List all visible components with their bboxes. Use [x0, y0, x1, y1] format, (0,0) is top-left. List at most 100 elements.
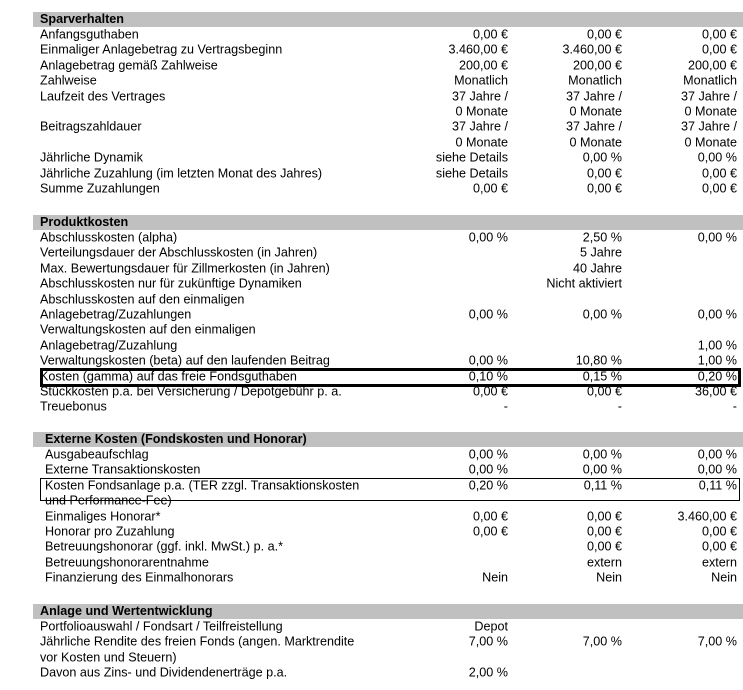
row-value: 37 Jahre /: [565, 119, 622, 134]
section-title: Produktkosten: [40, 215, 129, 229]
row-value: extern: [701, 555, 737, 570]
row-value: extern: [586, 555, 622, 570]
row-value: 37 Jahre /: [451, 89, 508, 104]
row-label: Honorar pro Zuzahlung: [45, 524, 175, 539]
row-label: Summe Zuzahlungen: [40, 181, 160, 196]
section-title: Externe Kosten (Fondskosten und Honorar): [45, 432, 307, 446]
row-label: Treuebonus: [40, 399, 107, 414]
row-label: Max. Bewertungsdauer für Zillmerkosten (…: [40, 261, 330, 276]
row-value: 0,20 %: [468, 478, 508, 493]
row-value: 37 Jahre /: [451, 119, 508, 134]
row-value: Nein: [482, 570, 508, 585]
row-label: Jährliche Dynamik: [40, 150, 143, 165]
row-value: 0,00 €: [472, 27, 508, 42]
row-value: Nein: [596, 570, 622, 585]
row-value: 0,00 %: [582, 462, 622, 477]
section-title: Anlage und Wertentwicklung: [40, 604, 213, 618]
row-label: Portfolioauswahl / Fondsart / Teilfreist…: [40, 619, 283, 634]
row-value: 0,00 €: [472, 181, 508, 196]
row-label: Stückkosten p.a. bei Versicherung / Depo…: [40, 384, 342, 399]
row-value: 0,00 €: [586, 384, 622, 399]
row-value: 0 Monate: [569, 135, 622, 150]
row-label: Verwaltungskosten (beta) auf den laufend…: [40, 353, 330, 368]
row-label: Verwaltungskosten auf den einmaligen: [40, 322, 256, 337]
row-value: 0 Monate: [455, 104, 508, 119]
row-value: 0,00 %: [468, 353, 508, 368]
row-value: 0,00 %: [582, 447, 622, 462]
row-value: 10,80 %: [575, 353, 622, 368]
row-label: Einmaliges Honorar*: [45, 509, 161, 524]
row-value: 0,11 %: [698, 478, 737, 493]
section-bar: [33, 12, 743, 27]
row-value: 0,10 %: [468, 369, 508, 384]
row-label: Finanzierung des Einmalhonorars: [45, 570, 234, 585]
row-value: 0,00 €: [472, 509, 508, 524]
row-value: 7,00 %: [697, 634, 737, 649]
section-bar: [33, 432, 743, 447]
row-value: 0,00 %: [697, 230, 737, 245]
row-value: 0,00 €: [701, 166, 737, 181]
row-value: -: [617, 399, 622, 414]
row-value: 0,20 %: [697, 369, 737, 384]
row-value: 0,00 €: [472, 524, 508, 539]
row-value: 3.460,00 €: [677, 509, 737, 524]
row-value: 0,00 €: [701, 42, 737, 57]
row-value: siehe Details: [435, 150, 508, 165]
row-value: 0,00 %: [582, 307, 622, 322]
row-value: 40 Jahre: [572, 261, 622, 276]
row-label: Kosten (gamma) auf das freie Fondsguthab…: [40, 369, 297, 384]
row-value: 200,00 €: [458, 58, 508, 73]
row-value: 0,00 %: [697, 307, 737, 322]
row-value: 0,00 €: [701, 524, 737, 539]
row-value: 0,00 €: [472, 384, 508, 399]
row-value: 0,00 €: [701, 181, 737, 196]
row-label: Anlagebetrag/Zuzahlungen: [40, 307, 192, 322]
row-label: Abschlusskosten (alpha): [40, 230, 178, 245]
highlight-box: [40, 477, 740, 501]
row-value: 37 Jahre /: [680, 89, 737, 104]
row-value: 0 Monate: [455, 135, 508, 150]
row-value: 0 Monate: [569, 104, 622, 119]
row-label: Betreuungshonorarentnahme: [45, 555, 209, 570]
row-value: -: [732, 399, 737, 414]
row-value: 37 Jahre /: [565, 89, 622, 104]
row-label: Abschlusskosten nur für zukünftige Dynam…: [40, 276, 302, 291]
row-value: Depot: [474, 619, 508, 634]
row-value: 1,00 %: [697, 338, 737, 353]
row-value: 0,00 %: [468, 447, 508, 462]
row-label: Davon aus Zins- und Dividendenerträge p.…: [40, 665, 288, 680]
row-value: Nicht aktiviert: [546, 276, 622, 291]
row-label: Anfangsguthaben: [40, 27, 139, 42]
section-bar: [33, 215, 743, 230]
row-value: Monatlich: [454, 73, 508, 88]
row-label: Abschlusskosten auf den einmaligen: [40, 292, 245, 307]
row-label: Betreuungshonorar (ggf. inkl. MwSt.) p. …: [45, 539, 283, 554]
row-value: 0 Monate: [684, 104, 737, 119]
row-value: 0,00 €: [586, 166, 622, 181]
row-value: 36,00 €: [694, 384, 737, 399]
row-value: 0,00 €: [701, 539, 737, 554]
row-label: Jährliche Zuzahlung (im letzten Monat de…: [40, 166, 323, 181]
row-value: 3.460,00 €: [562, 42, 622, 57]
row-value: 7,00 %: [582, 634, 622, 649]
row-value: Nein: [711, 570, 737, 585]
row-value: 2,50 %: [582, 230, 622, 245]
row-label: Anlagebetrag gemäß Zahlweise: [40, 58, 218, 73]
row-value: 200,00 €: [687, 58, 737, 73]
row-label: Beitragszahldauer: [40, 119, 142, 134]
section-bar: [33, 604, 743, 619]
row-label: Externe Transaktionskosten: [45, 462, 201, 477]
row-value: -: [503, 399, 508, 414]
row-value: 0,00 €: [586, 509, 622, 524]
section-title: Sparverhalten: [40, 12, 124, 26]
row-value: 0,00 €: [586, 181, 622, 196]
row-value: 0,00 %: [697, 462, 737, 477]
row-value: 0,00 %: [697, 150, 737, 165]
row-label: vor Kosten und Steuern): [40, 650, 177, 665]
row-value: 0,15 %: [582, 369, 622, 384]
row-value: 200,00 €: [572, 58, 622, 73]
row-value: 0,00 %: [697, 447, 737, 462]
row-value: 0,00 %: [468, 462, 508, 477]
row-value: 5 Jahre: [579, 245, 622, 260]
